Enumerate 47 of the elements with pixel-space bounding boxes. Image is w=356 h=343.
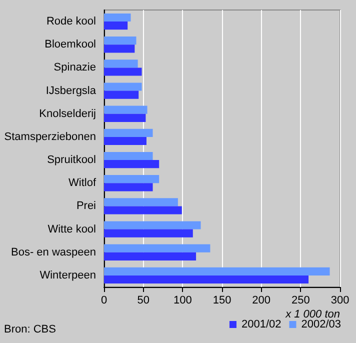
bar — [104, 160, 160, 168]
text: Bron: CBS — [4, 324, 56, 336]
y-tick-label: Spruitkool — [47, 154, 96, 166]
bar — [104, 114, 146, 122]
legend-label: 2001/02 — [241, 318, 282, 330]
bar — [104, 206, 182, 214]
bar — [104, 275, 309, 284]
y-tick-label: Knolselderij — [39, 108, 96, 120]
bar — [104, 22, 128, 30]
bar — [104, 175, 160, 184]
x-tick-label: 150 — [212, 294, 232, 306]
bar — [104, 183, 153, 192]
x-tick-label: 250 — [291, 294, 310, 306]
bar — [104, 106, 148, 114]
y-tick-label: Stamsperziebonen — [4, 130, 96, 143]
x-tick-label: 0 — [100, 294, 108, 306]
x-tick-label: 100 — [173, 294, 192, 306]
bar — [104, 221, 201, 230]
bar — [104, 229, 193, 238]
bar — [104, 244, 210, 252]
bar — [104, 136, 146, 146]
y-tick-label: Prei — [76, 200, 96, 212]
y-tick-label: Winterpeen — [40, 269, 96, 282]
bar — [104, 82, 142, 91]
legend-label: 2002/03 — [301, 318, 342, 330]
bar — [104, 68, 142, 76]
x-tick-label: 300 — [330, 294, 350, 306]
bar — [104, 267, 330, 276]
bar — [104, 60, 138, 68]
bar — [104, 13, 131, 22]
y-tick-label: IJsbergsla — [46, 84, 97, 97]
y-tick-label: Spinazie — [54, 62, 96, 74]
y-tick-label: Bos- en waspeen — [11, 246, 96, 258]
bar — [104, 198, 178, 206]
y-tick-label: Witte kool — [48, 223, 96, 236]
x-tick-label: 200 — [252, 294, 271, 306]
y-tick-label: Rode kool — [46, 16, 96, 28]
bar — [104, 44, 135, 53]
y-tick-label: Witlof — [68, 177, 97, 190]
y-tick-label: Bloemkool — [44, 38, 96, 51]
bar — [104, 152, 153, 160]
x-axis-title: x 1 000 ton — [284, 308, 340, 320]
bar — [104, 90, 139, 99]
x-tick-label: 50 — [137, 294, 150, 306]
bar — [104, 36, 136, 45]
bar — [104, 252, 196, 260]
bar — [104, 128, 153, 137]
